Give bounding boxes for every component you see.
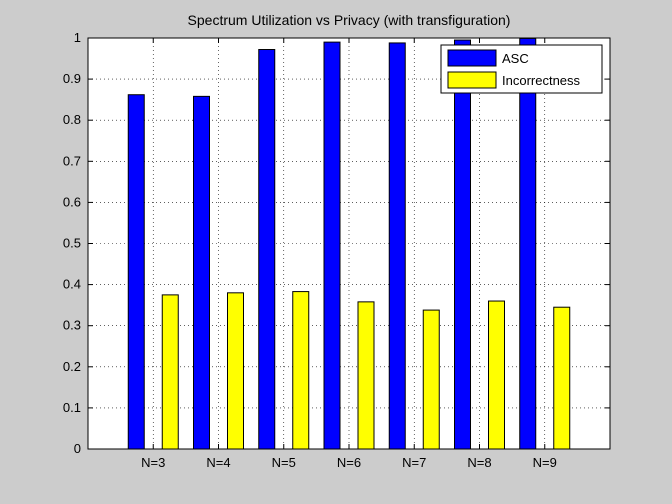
y-tick-label: 0.3: [63, 318, 81, 333]
bar-asc: [258, 49, 276, 450]
y-tick-label: 0.1: [63, 400, 81, 415]
y-tick-label: 0.4: [63, 277, 81, 292]
legend-label-incorrectness: Incorrectness: [502, 73, 581, 88]
bar-incorrectness: [227, 292, 244, 450]
bar-incorrectness: [161, 294, 179, 450]
x-tick-label: N=8: [467, 455, 491, 470]
y-tick-label: 0.6: [63, 194, 81, 209]
y-tick-label: 0.5: [63, 236, 81, 251]
bar-incorrectness: [357, 301, 375, 450]
ticks: 0 0.1 0.2 0.3 0.4 0.5 0.6 0.7 0.8 0.9 1 N=3 N=4 N=5 N=…: [63, 30, 610, 470]
legend: ASC Incorrectness: [440, 44, 603, 94]
x-tick-label: N=9: [533, 455, 557, 470]
y-tick-label: 0.9: [63, 71, 81, 86]
grid: [88, 38, 610, 449]
bar-incorrectness: [488, 300, 505, 450]
bar-asc: [193, 95, 210, 450]
y-tick-label: 0: [74, 441, 81, 456]
y-tick-label: 1: [74, 30, 81, 45]
x-tick-label: N=5: [272, 455, 296, 470]
legend-label-asc: ASC: [502, 51, 529, 66]
chart-title: Spectrum Utilization vs Privacy (with tr…: [188, 12, 511, 28]
bar-incorrectness: [553, 306, 571, 450]
x-tick-label: N=6: [337, 455, 361, 470]
bars: [127, 37, 571, 450]
x-tick-label: N=3: [141, 455, 165, 470]
y-tick-label: 0.7: [63, 153, 81, 168]
bar-incorrectness: [292, 291, 310, 450]
x-tick-label: N=7: [402, 455, 426, 470]
bar-asc: [127, 94, 145, 450]
bar-asc: [388, 42, 406, 450]
legend-swatch-asc: [447, 49, 497, 67]
bar-incorrectness: [422, 309, 440, 450]
legend-swatch-incorrectness: [447, 71, 497, 89]
bar-asc: [454, 39, 471, 450]
x-tick-label: N=4: [206, 455, 230, 470]
y-tick-label: 0.2: [63, 359, 81, 374]
bar-asc: [519, 37, 537, 450]
bar-asc: [323, 41, 341, 450]
y-tick-label: 0.8: [63, 112, 81, 127]
